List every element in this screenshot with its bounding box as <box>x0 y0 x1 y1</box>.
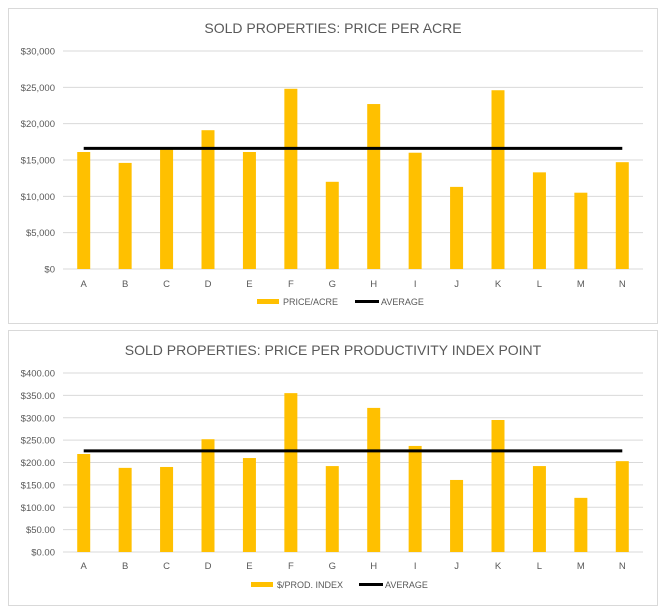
x-tick-label: M <box>577 279 585 290</box>
x-tick-label: F <box>288 279 294 290</box>
bar-L <box>532 172 546 269</box>
bar-H <box>367 407 381 552</box>
x-tick-label: C <box>163 561 170 572</box>
x-tick-label: L <box>537 279 542 290</box>
bar-C <box>160 149 174 269</box>
bar-H <box>367 104 381 270</box>
y-tick-label: $5,000 <box>26 228 55 239</box>
y-tick-label: $350.00 <box>21 391 55 402</box>
bar-N <box>615 162 629 269</box>
y-tick-label: $200.00 <box>21 458 55 469</box>
y-tick-label: $50.00 <box>26 525 55 536</box>
bar-A <box>77 453 91 552</box>
legend-swatch-bars <box>257 299 279 304</box>
x-tick-label: D <box>205 279 212 290</box>
y-tick-label: $300.00 <box>21 413 55 424</box>
bar-G <box>325 181 339 269</box>
bar-J <box>450 479 464 552</box>
y-tick-label: $150.00 <box>21 480 55 491</box>
x-tick-label: I <box>414 561 417 572</box>
x-tick-label: C <box>163 279 170 290</box>
x-tick-label: J <box>454 561 459 572</box>
bar-K <box>491 419 505 552</box>
bar-F <box>284 88 298 269</box>
x-tick-label: M <box>577 561 585 572</box>
legend-label-average: AVERAGE <box>385 580 428 590</box>
price-per-acre-chart: SOLD PROPERTIES: PRICE PER ACRE $0 $5,000 $… <box>8 8 658 324</box>
x-tick-label: K <box>495 561 502 572</box>
y-tick-label: $30,000 <box>21 47 55 58</box>
chart-title: SOLD PROPERTIES: PRICE PER ACRE <box>204 20 461 36</box>
x-tick-label: F <box>288 561 294 572</box>
legend-label-average: AVERAGE <box>381 297 424 307</box>
y-tick-label: $15,000 <box>21 156 55 167</box>
x-tick-label: E <box>246 279 252 290</box>
x-tick-label: B <box>122 279 128 290</box>
bar-B <box>118 162 132 269</box>
bar-C <box>160 466 174 552</box>
y-tick-label: $0 <box>44 265 55 276</box>
bar-B <box>118 467 132 552</box>
bar-I <box>408 152 422 269</box>
x-tick-label: J <box>454 279 459 290</box>
bar-M <box>574 192 588 269</box>
x-tick-label: E <box>246 561 252 572</box>
x-tick-label: K <box>495 279 502 290</box>
bar-D <box>201 439 215 552</box>
bar-M <box>574 497 588 552</box>
x-tick-label: N <box>619 279 626 290</box>
y-tick-label: $400.00 <box>21 369 55 380</box>
x-tick-label: L <box>537 561 542 572</box>
legend-swatch-bars <box>251 582 273 587</box>
bar-E <box>242 458 256 552</box>
bar-G <box>325 466 339 552</box>
x-tick-label: A <box>81 561 88 572</box>
bar-A <box>77 152 91 269</box>
bar-F <box>284 393 298 552</box>
legend-label-bars: $/PROD. INDEX <box>277 580 343 590</box>
price-per-pi-chart: SOLD PROPERTIES: PRICE PER PRODUCTIVITY … <box>8 330 658 606</box>
chart-title: SOLD PROPERTIES: PRICE PER PRODUCTIVITY … <box>125 342 542 358</box>
bar-D <box>201 130 215 269</box>
y-tick-label: $0.00 <box>31 548 55 559</box>
y-tick-label: $100.00 <box>21 503 55 514</box>
x-tick-label: I <box>414 279 417 290</box>
x-tick-label: A <box>81 279 88 290</box>
y-tick-label: $25,000 <box>21 83 55 94</box>
x-tick-label: H <box>370 561 377 572</box>
bar-E <box>242 152 256 269</box>
legend-label-bars: PRICE/ACRE <box>283 297 338 307</box>
bar-K <box>491 90 505 270</box>
y-tick-label: $10,000 <box>21 192 55 203</box>
x-tick-label: N <box>619 561 626 572</box>
x-tick-label: D <box>205 561 212 572</box>
bar-J <box>450 186 464 269</box>
y-tick-label: $250.00 <box>21 436 55 447</box>
bar-I <box>408 445 422 552</box>
x-tick-label: G <box>329 561 336 572</box>
bar-L <box>532 466 546 552</box>
x-tick-label: H <box>370 279 377 290</box>
bar-N <box>615 461 629 552</box>
x-tick-label: G <box>329 279 336 290</box>
x-tick-label: B <box>122 561 128 572</box>
y-tick-label: $20,000 <box>21 119 55 130</box>
